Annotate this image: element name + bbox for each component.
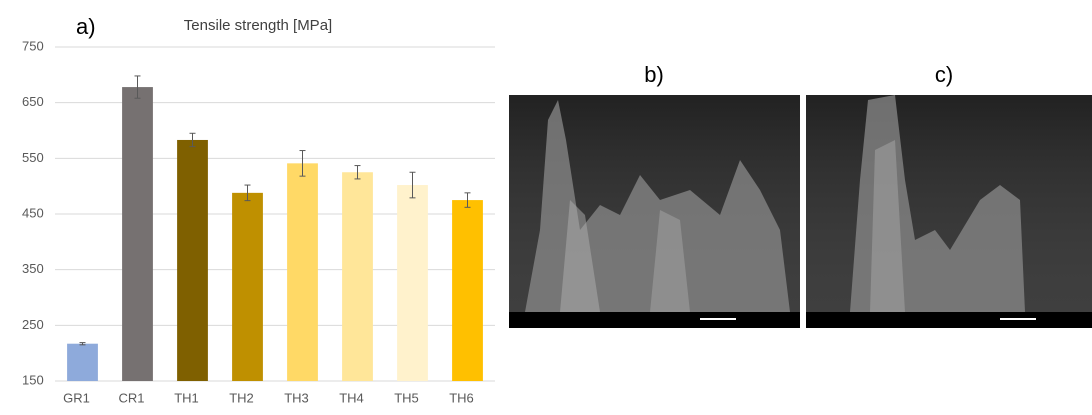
panel-label: b)	[644, 62, 664, 87]
x-tick-label: GR1	[63, 390, 90, 405]
error-bar	[354, 165, 361, 180]
error-bar	[464, 192, 471, 208]
x-tick-label: CR1	[118, 390, 144, 405]
error-bar	[409, 171, 416, 199]
chart-title: Tensile strength [MPa]	[184, 17, 332, 34]
sem-image-b	[509, 95, 800, 328]
bar	[67, 343, 98, 381]
bar	[177, 139, 208, 381]
y-tick-label: 550	[22, 150, 44, 165]
error-bar	[189, 132, 196, 148]
panel-label: a)	[76, 14, 96, 39]
x-tick-label: TH4	[339, 390, 364, 405]
y-tick-label: 150	[22, 372, 44, 387]
error-bar	[79, 342, 86, 346]
x-tick-label: TH2	[229, 390, 254, 405]
y-tick-label: 250	[22, 317, 44, 332]
panel-label: c)	[935, 62, 953, 87]
x-tick-label: TH5	[394, 390, 419, 405]
y-tick-label: 350	[22, 261, 44, 276]
sem-image-c	[806, 95, 1092, 328]
error-bar	[244, 184, 251, 202]
bar	[397, 185, 428, 381]
bar	[287, 163, 318, 381]
x-tick-label: TH1	[174, 390, 199, 405]
y-tick-label: 450	[22, 205, 44, 220]
x-tick-label: TH6	[449, 390, 474, 405]
bar	[122, 87, 153, 381]
x-tick-label: TH3	[284, 390, 309, 405]
y-tick-label: 750	[22, 38, 44, 53]
bar	[232, 192, 263, 381]
bar	[342, 172, 373, 381]
error-bar	[134, 75, 141, 99]
bar	[452, 200, 483, 381]
y-tick-label: 650	[22, 94, 44, 109]
error-bar	[299, 150, 306, 177]
